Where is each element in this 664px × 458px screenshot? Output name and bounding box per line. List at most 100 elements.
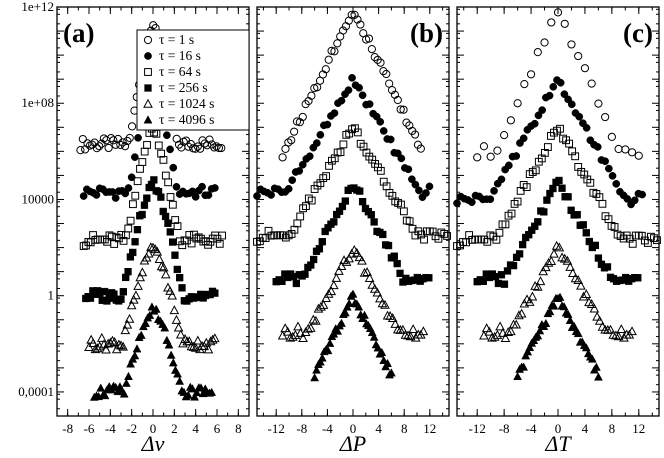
data-point	[503, 327, 514, 337]
data-point	[509, 261, 518, 270]
data-point	[362, 148, 371, 157]
data-point	[582, 229, 590, 237]
legend-entry: τ = 16 s	[159, 48, 201, 63]
data-point	[500, 131, 509, 140]
data-point	[124, 313, 135, 323]
data-point	[164, 219, 172, 227]
data-point	[353, 128, 362, 137]
x-tick-label: 0	[555, 421, 562, 436]
data-point	[351, 124, 359, 133]
legend-marker	[143, 98, 153, 108]
data-point	[76, 146, 85, 155]
data-point	[120, 325, 131, 335]
data-point	[402, 216, 411, 225]
data-point	[190, 230, 198, 239]
data-point	[580, 64, 590, 73]
data-point	[567, 40, 576, 49]
data-point	[143, 248, 154, 258]
data-point	[303, 323, 314, 333]
data-point	[589, 303, 600, 313]
data-point	[388, 191, 397, 200]
data-point	[555, 292, 565, 301]
data-point	[316, 179, 325, 187]
data-point	[166, 350, 176, 359]
data-point	[565, 261, 575, 271]
data-point	[168, 200, 177, 209]
data-point	[506, 326, 516, 336]
data-point	[325, 338, 335, 347]
panel-label: (a)	[63, 18, 94, 48]
data-point	[611, 330, 621, 340]
data-point	[400, 329, 411, 339]
data-point	[594, 99, 603, 108]
data-point	[86, 294, 95, 302]
data-point	[203, 344, 214, 354]
panel-label: (c)	[623, 18, 653, 48]
data-point	[523, 347, 533, 356]
data-point	[324, 55, 333, 64]
data-point	[535, 276, 546, 286]
data-point	[173, 222, 182, 231]
data-point	[284, 184, 293, 193]
data-point	[299, 204, 307, 213]
series-2	[453, 124, 661, 250]
series-4	[479, 240, 637, 343]
panel-2: -12 -8 -4 0 4 8 12 (c) ΔT	[453, 6, 661, 456]
data-point	[376, 117, 385, 126]
data-point	[397, 154, 406, 163]
data-point	[165, 285, 175, 295]
data-point	[126, 216, 135, 225]
data-point	[575, 112, 584, 121]
data-point	[587, 79, 596, 88]
data-point	[141, 318, 150, 327]
data-point	[315, 357, 325, 366]
data-point	[188, 341, 199, 351]
data-point	[574, 51, 583, 61]
data-point	[90, 344, 101, 354]
data-point	[538, 106, 547, 114]
series-4	[84, 242, 220, 354]
data-point	[211, 289, 219, 297]
data-point	[522, 183, 531, 192]
data-point	[379, 355, 389, 365]
data-point	[368, 155, 377, 164]
data-point	[534, 111, 543, 120]
legend-marker	[143, 115, 153, 124]
data-point	[109, 336, 120, 346]
data-point	[627, 326, 637, 336]
data-point	[166, 193, 175, 201]
data-point	[116, 140, 125, 150]
data-point	[287, 136, 296, 145]
data-point	[545, 91, 554, 100]
data-point	[278, 277, 286, 285]
data-point	[382, 182, 391, 191]
x-tick-label: -8	[62, 421, 73, 436]
data-point	[330, 47, 339, 56]
data-point	[526, 70, 536, 79]
data-point	[138, 158, 147, 166]
data-point	[362, 267, 372, 276]
x-tick-label: -8	[296, 421, 307, 436]
data-point	[119, 288, 127, 296]
y-tick-label: 0,0001	[18, 384, 54, 399]
data-point	[344, 253, 354, 263]
series-2	[79, 124, 227, 250]
data-point	[504, 161, 513, 170]
data-point	[434, 234, 443, 243]
data-point	[355, 83, 363, 92]
data-point	[541, 262, 551, 272]
data-point	[157, 149, 166, 158]
data-point	[515, 250, 524, 258]
series-4	[277, 244, 429, 343]
data-point	[592, 311, 602, 321]
data-point	[367, 279, 378, 289]
data-point	[116, 340, 126, 350]
data-point	[140, 147, 149, 156]
series-1	[453, 76, 647, 209]
data-point	[593, 143, 602, 151]
data-point	[338, 26, 348, 35]
data-point	[358, 91, 367, 100]
data-point	[565, 315, 575, 324]
data-point	[541, 318, 551, 328]
data-point	[530, 280, 540, 290]
